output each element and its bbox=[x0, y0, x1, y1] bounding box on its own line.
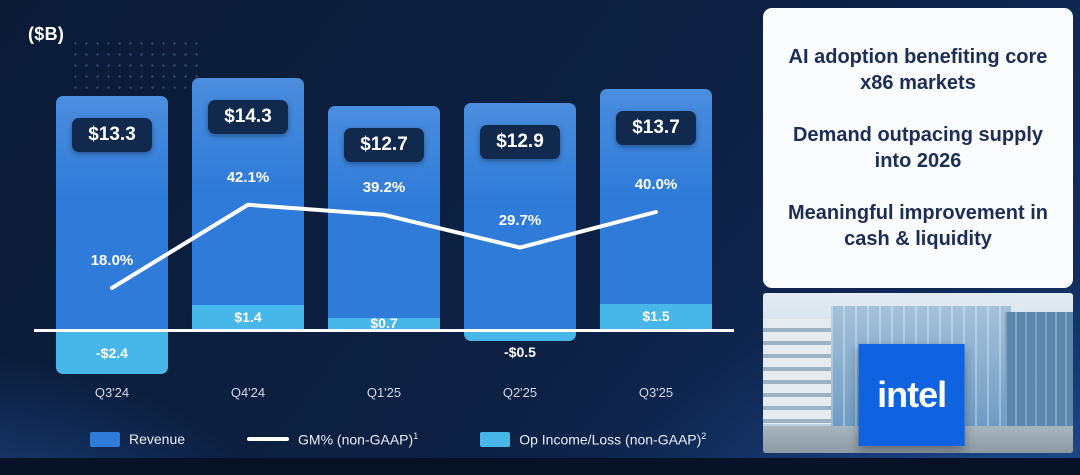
op-income-label: $1.5 bbox=[642, 307, 670, 324]
gm-percent-label: 29.7% bbox=[498, 211, 542, 229]
x-axis-label: Q4'24 bbox=[230, 385, 266, 400]
revenue-value-badge: $12.9 bbox=[480, 124, 560, 159]
highlights-card: AI adoption benefiting core x86 markets … bbox=[763, 8, 1073, 288]
gm-percent-label: 42.1% bbox=[226, 168, 270, 186]
legend-op-label: Op Income/Loss (non-GAAP)2 bbox=[519, 431, 707, 448]
revenue-value-badge: $13.7 bbox=[616, 110, 696, 145]
revenue-value-badge: $14.3 bbox=[208, 100, 288, 135]
units-label: ($B) bbox=[28, 24, 65, 44]
legend-item-op-income: Op Income/Loss (non-GAAP)2 bbox=[480, 431, 706, 448]
dot-pattern-decoration bbox=[70, 38, 205, 96]
legend-item-gm: GM% (non-GAAP)1 bbox=[247, 431, 418, 448]
op-income-swatch bbox=[480, 431, 511, 447]
photo-building-left bbox=[763, 318, 844, 425]
op-footnote-marker: 2 bbox=[701, 431, 707, 441]
chart-baseline bbox=[34, 329, 734, 332]
op-loss-label: -$2.4 bbox=[96, 345, 128, 362]
op-income-bar bbox=[192, 305, 304, 330]
gm-percent-label: 40.0% bbox=[634, 176, 678, 193]
op-income-label: $1.4 bbox=[234, 308, 262, 325]
intel-sign: intel bbox=[858, 344, 965, 447]
gm-line-swatch bbox=[247, 437, 290, 442]
x-axis-label: Q1'25 bbox=[366, 385, 402, 400]
gm-footnote-marker: 1 bbox=[413, 431, 419, 441]
highlight-line-2: Demand outpacing supply into 2026 bbox=[792, 124, 1044, 172]
revenue-value-badge: $12.7 bbox=[344, 128, 424, 163]
gm-percent-label: 18.0% bbox=[90, 251, 134, 269]
footer-bar bbox=[0, 458, 1080, 475]
gm-percent-label: 39.2% bbox=[362, 178, 406, 196]
revenue-gm-chart: $13.3 -$2.4 Q3'24 18.0% $14.3 $1.4 Q4'24 42.1% $… bbox=[34, 78, 734, 400]
legend-item-revenue: Revenue bbox=[90, 431, 185, 447]
op-loss-label: -$0.5 bbox=[504, 343, 536, 360]
op-income-bar bbox=[600, 303, 712, 330]
op-income-label: $0.7 bbox=[370, 314, 398, 331]
intel-hq-photo: intel bbox=[763, 293, 1073, 453]
highlight-line-1: AI adoption benefiting core x86 markets bbox=[788, 46, 1048, 94]
intel-logo-text: intel bbox=[877, 374, 947, 416]
photo-building-right bbox=[1004, 312, 1073, 428]
x-axis-label: Q3'24 bbox=[94, 385, 130, 400]
chart-legend: Revenue GM% (non-GAAP)1 Op Income/Loss (… bbox=[90, 431, 706, 448]
legend-revenue-label: Revenue bbox=[129, 431, 186, 448]
revenue-value-badge: $13.3 bbox=[72, 117, 152, 152]
revenue-swatch bbox=[90, 431, 120, 447]
op-income-bar bbox=[328, 317, 440, 330]
op-loss-bar bbox=[56, 332, 168, 375]
op-loss-bar bbox=[464, 332, 576, 341]
highlight-line-3: Meaningful improvement in cash & liquidi… bbox=[787, 202, 1049, 250]
x-axis-label: Q3'25 bbox=[638, 385, 674, 400]
x-axis-label: Q2'25 bbox=[502, 385, 538, 400]
legend-gm-label: GM% (non-GAAP)1 bbox=[298, 431, 419, 448]
